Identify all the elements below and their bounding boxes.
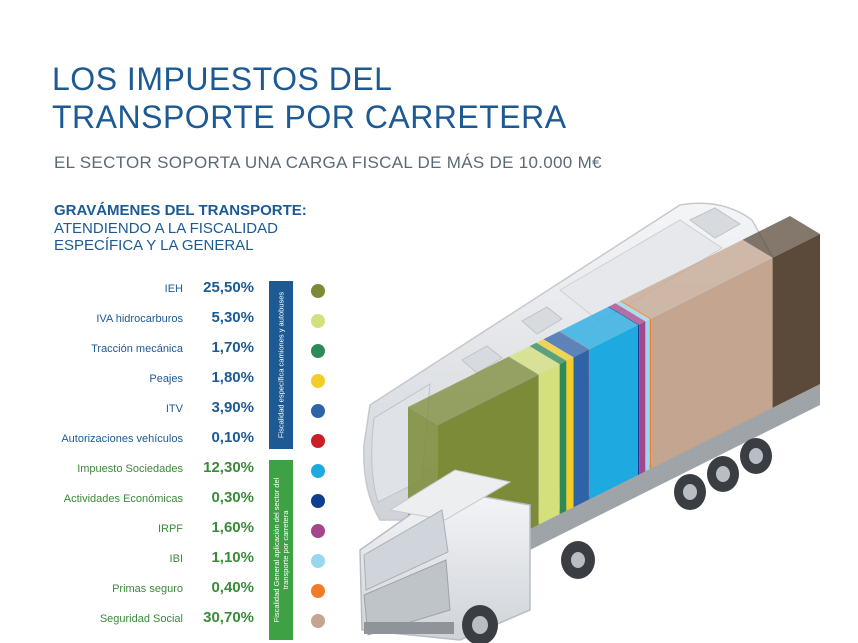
cargo-segment-top [558,331,590,350]
tax-value: 12,30% [203,459,254,476]
cargo-segment [649,318,652,470]
cargo-segment [651,257,773,469]
bus-roof-panel [559,219,723,323]
cargo-segment-top [742,216,820,258]
band-general-taxation: Fiscalidad General aplicación del sector… [269,460,293,640]
tax-row: Actividades Económicas 0,30% [0,487,340,517]
tax-label: Primas seguro [112,583,183,595]
tax-value: 3,90% [211,399,254,416]
tax-value: 1,80% [211,369,254,386]
cargo-segment-top [559,307,638,350]
cargo-segment-top [607,306,640,326]
tax-label: Autorizaciones vehículos [61,433,183,445]
tax-value: 0,40% [211,579,254,596]
cargo-segment [559,360,567,515]
tax-row: ITV 3,90% [0,397,340,427]
tax-label: ITV [165,403,183,415]
tax-value: 1,70% [211,339,254,356]
legend-dot [311,524,325,538]
cargo-segment [538,364,560,525]
tax-label: Tracción mecánica [91,343,183,355]
tax-value: 0,30% [211,489,254,506]
cab-bumper [364,622,454,634]
cargo-segment [639,321,646,475]
tax-row: Autorizaciones vehículos 0,10% [0,427,340,457]
cargo-segment-top [408,356,539,425]
tax-row: Primas seguro 0,40% [0,577,340,607]
tax-label: IVA hidrocarburos [96,313,183,325]
legend-dot [311,554,325,568]
tax-value: 1,10% [211,549,254,566]
cargo-segment [566,357,574,511]
legend-dot [311,494,325,508]
wheels [462,438,772,643]
tax-label: IEH [164,283,183,295]
legend-dot [311,314,325,328]
tax-label: Actividades Económicas [63,493,183,505]
tax-value: 0,10% [211,429,254,446]
cargo-segment-top [621,239,773,319]
section-title: GRAVÁMENES DEL TRANSPORTE: [54,202,307,219]
tax-value: 25,50% [203,279,254,296]
tax-label: IBI [169,553,183,565]
tax-value: 30,70% [203,609,254,626]
cargo-segment-top [619,300,652,320]
tax-row: IEH 25,50% [0,277,340,307]
cargo-segment-top [529,342,567,365]
cab-windshield [363,509,449,591]
cargo-segment-top [508,346,560,375]
cargo-segment [772,234,820,408]
legend-dot [311,584,325,598]
section-subtitle: ATENDIENDO A LA FISCALIDAD ESPECÍFICA Y … [54,220,278,254]
tax-label: Impuesto Sociedades [77,463,183,475]
legend-dot [311,434,325,448]
legend-dot [311,374,325,388]
tax-label: IRPF [157,523,183,535]
page-title: LOS IMPUESTOS DEL TRANSPORTE POR CARRETE… [52,61,567,135]
tax-row: Peajes 1,80% [0,367,340,397]
legend-dot [311,464,325,478]
band-specific-taxation: Fiscalidad específica camiones y autobus… [269,281,293,449]
truck-illustration [359,202,820,643]
cargo-segment [573,349,589,508]
legend-dot [311,284,325,298]
tax-row: IVA hidrocarburos 5,30% [0,307,340,337]
legend-dot [311,614,325,628]
tax-row: Seguridad Social 30,70% [0,607,340,637]
cargo-segment [589,325,638,500]
tax-row: Tracción mecánica 1,70% [0,337,340,367]
bus-roof-vent-3 [689,207,741,239]
tax-value: 1,60% [211,519,254,536]
tax-row: IRPF 1,60% [0,517,340,547]
cargo-segment-top [536,339,574,361]
tax-row: IBI 1,10% [0,547,340,577]
page-subtitle: EL SECTOR SOPORTA UNA CARGA FISCAL DE MÁ… [54,153,602,172]
cab-grille [363,559,451,636]
bus-roof-vent-2 [521,306,563,335]
cargo-segment-top [543,331,589,358]
tax-label: Peajes [149,373,183,385]
legend-dot [311,404,325,418]
cargo-segment-top [615,301,650,322]
cargo-segment [637,324,640,476]
cab-roof [388,469,512,521]
tax-label: Seguridad Social [99,613,183,625]
bus-roof-vent-1 [461,345,503,374]
trailer-chassis [520,380,820,555]
cargo-segment [645,319,650,472]
legend-dot [311,344,325,358]
tax-value: 5,30% [211,309,254,326]
tax-row: Impuesto Sociedades 12,30% [0,457,340,487]
cargo-segment-top [609,303,646,325]
